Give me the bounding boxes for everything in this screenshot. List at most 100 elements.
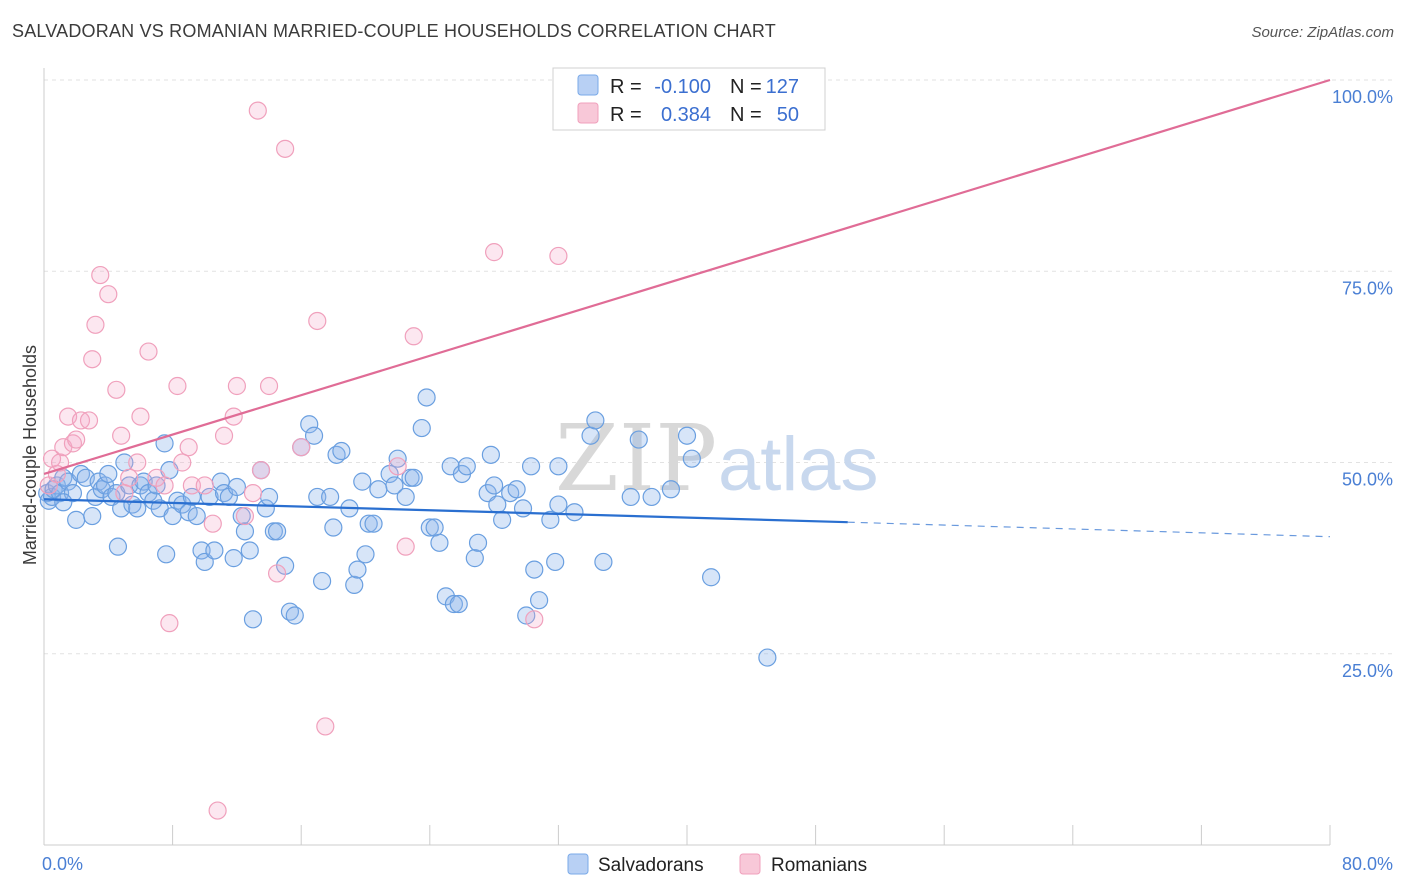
salvadoran-point-102: [493, 510, 512, 529]
legend-n-value-1: 127: [766, 76, 799, 98]
salvadoran-point-73: [348, 560, 367, 579]
salvadoran-point-70: [332, 441, 351, 461]
salvadoran-point-74: [353, 472, 372, 491]
salvadoran-point-84: [404, 468, 423, 487]
salvadoran-point-43: [200, 487, 219, 507]
salvadoran-point-17: [99, 464, 118, 484]
salvadoran-point-40: [187, 506, 206, 526]
romanian-point-26: [179, 438, 198, 457]
romanian-point-46: [404, 327, 423, 346]
romanian-point-35: [243, 484, 263, 503]
romanian-point-22: [155, 476, 174, 495]
series-legend-label-salvadorans: Salvadorans: [598, 855, 704, 876]
salvadoran-point-87: [420, 518, 439, 537]
salvadoran-point-117: [594, 552, 613, 572]
romanian-point-20: [139, 342, 158, 361]
romanian-point-49: [549, 246, 568, 266]
correlation-legend: R = -0.100 N = 127 R = 0.384 N = 50: [552, 67, 826, 131]
romanian-point-43: [316, 717, 335, 736]
salvadoran-point-107: [521, 457, 541, 476]
romanian-point-9: [79, 411, 99, 430]
y-tick-label-0: 25.0%: [1342, 661, 1393, 681]
salvadoran-point-115: [581, 426, 600, 445]
legend-n-value-2: 50: [777, 104, 799, 126]
salvadoran-point-92: [444, 594, 464, 614]
source-credit: Source: ZipAtlas.com: [1251, 24, 1394, 41]
salvadoran-point-89: [430, 533, 449, 552]
romanian-point-23: [160, 614, 179, 633]
salvadoran-point-9: [67, 510, 86, 529]
y-tick-label-2: 75.0%: [1342, 278, 1393, 298]
romanian-point-10: [83, 350, 102, 369]
romanian-point-24: [168, 376, 187, 396]
trend-lines: [43, 78, 1331, 538]
salvadoran-point-85: [412, 418, 431, 438]
romanian-point-25: [173, 453, 192, 472]
romanian-point-29: [203, 514, 222, 533]
romanian-point-39: [267, 564, 287, 583]
romanian-point-7: [67, 430, 86, 449]
romanian-point-47: [485, 243, 504, 262]
salvadoran-point-67: [321, 487, 340, 507]
salvadoran-point-65: [308, 487, 327, 507]
y-tick-label-3: 100.0%: [1332, 87, 1393, 107]
salvadoran-point-119: [629, 430, 648, 449]
salvadoran-point-96: [465, 549, 484, 568]
salvadoran-point-53: [243, 610, 263, 629]
romanian-point-28: [195, 476, 214, 495]
salvadoran-point-56: [259, 487, 279, 507]
salvadoran-point-52: [240, 541, 259, 560]
salvadoran-point-76: [359, 514, 378, 533]
salvadoran-point-55: [256, 499, 275, 518]
y-tick-labels: 25.0% 50.0% 75.0% 100.0%: [1332, 87, 1393, 681]
y-tick-label-1: 50.0%: [1342, 470, 1393, 490]
salvadoran-point-112: [549, 457, 568, 476]
salvadoran-point-93: [449, 594, 468, 614]
salvadoran-trend-extension: [847, 521, 1331, 538]
romanian-point-42: [308, 311, 327, 331]
romanian-point-31: [214, 426, 234, 445]
salvadoran-point-116: [586, 411, 605, 430]
salvadoran-point-124: [702, 568, 721, 587]
salvadoran-point-63: [300, 415, 319, 434]
salvadoran-point-118: [621, 487, 640, 507]
legend-n-label-2: N =: [730, 104, 762, 126]
salvadoran-point-95: [457, 457, 476, 476]
romanian-point-37: [251, 461, 271, 480]
x-tick-label-max: 80.0%: [1342, 854, 1393, 874]
salvadoran-point-77: [364, 514, 383, 533]
salvadoran-point-8: [63, 484, 83, 503]
watermark-atlas: atlas: [718, 422, 879, 507]
salvadoran-point-109: [530, 591, 549, 610]
legend-r-label-1: R =: [610, 76, 642, 98]
salvadoran-point-100: [485, 476, 504, 495]
romanian-point-27: [182, 476, 201, 495]
salvadoran-point-126: [54, 493, 73, 512]
legend-n-label-1: N =: [730, 76, 762, 98]
salvadoran-point-108: [525, 560, 544, 579]
salvadoran-point-20: [108, 537, 128, 556]
romanian-point-33: [227, 376, 246, 396]
salvadoran-point-114: [565, 503, 584, 522]
salvadoran-point-120: [642, 487, 661, 507]
salvadoran-point-75: [356, 545, 375, 564]
legend-r-label-2: R =: [610, 104, 642, 126]
salvadoran-point-72: [345, 575, 364, 595]
salvadoran-point-64: [304, 426, 324, 445]
series-legend-label-romanians: Romanians: [771, 855, 867, 876]
legend-r-value-1: -0.100: [654, 76, 711, 98]
legend-swatch-salvadorans: [577, 74, 599, 96]
salvadoran-point-104: [507, 480, 526, 499]
salvadoran-point-86: [417, 388, 436, 407]
salvadoran-point-82: [396, 487, 415, 507]
salvadoran-point-51: [235, 522, 255, 541]
romanian-point-13: [99, 285, 118, 304]
series-legend: Salvadorans Romanians: [567, 853, 867, 876]
romanian-point-40: [276, 139, 295, 158]
salvadoran-point-125: [758, 648, 777, 667]
y-axis-label: Married-couple Households: [20, 345, 40, 565]
romanian-point-16: [115, 484, 134, 503]
romanian-point-12: [91, 265, 110, 285]
salvadoran-point-25: [128, 499, 147, 518]
romanian-point-34: [235, 506, 255, 526]
